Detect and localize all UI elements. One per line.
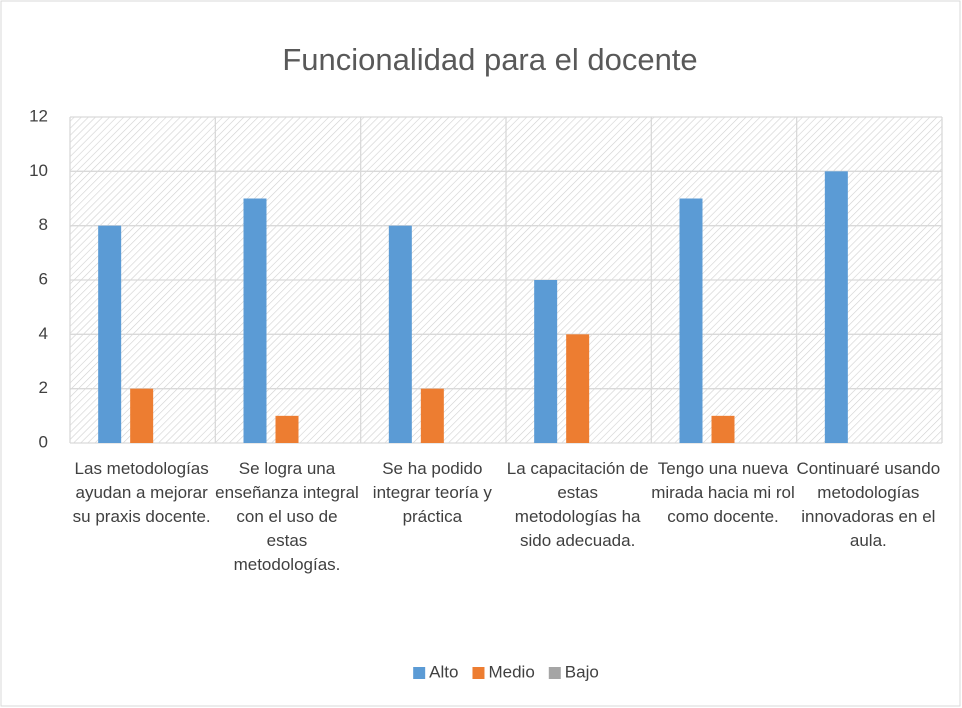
x-tick-label: Continuaré usando metodologías innovador… xyxy=(796,459,941,550)
x-tick-label: La capacitación de estas metodologías ha… xyxy=(506,459,649,550)
legend-label: Bajo xyxy=(565,662,599,681)
bar xyxy=(243,198,267,443)
bar xyxy=(130,388,154,443)
legend-label: Medio xyxy=(488,662,534,681)
y-tick-label: 6 xyxy=(39,269,48,288)
bar xyxy=(534,280,558,443)
x-tick-label: Las metodologías ayudan a mejorar su pra… xyxy=(72,459,211,526)
bar xyxy=(711,415,735,443)
bar xyxy=(824,171,848,444)
x-tick-label: Se logra una enseñanza integral con el u… xyxy=(215,459,359,574)
y-tick-label: 2 xyxy=(39,378,48,397)
x-tick-label: Tengo una nueva mirada hacia mi rol como… xyxy=(651,459,795,526)
x-tick-label: Se ha podido integrar teoría y práctica xyxy=(372,459,492,526)
y-tick-label: 10 xyxy=(29,161,48,180)
legend-swatch xyxy=(413,667,426,679)
bar xyxy=(420,388,444,443)
legend-swatch xyxy=(472,667,485,679)
y-tick-label: 0 xyxy=(39,432,48,451)
bar xyxy=(275,415,299,443)
bar xyxy=(388,225,412,443)
bar xyxy=(679,198,703,443)
chart-title: Funcionalidad para el docente xyxy=(282,42,697,77)
bar xyxy=(566,334,590,443)
y-tick-label: 8 xyxy=(39,215,48,234)
y-tick-label: 12 xyxy=(29,106,48,125)
y-tick-label: 4 xyxy=(39,324,48,343)
bar xyxy=(98,225,122,443)
legend-label: Alto xyxy=(429,662,458,681)
legend-swatch xyxy=(548,667,561,679)
